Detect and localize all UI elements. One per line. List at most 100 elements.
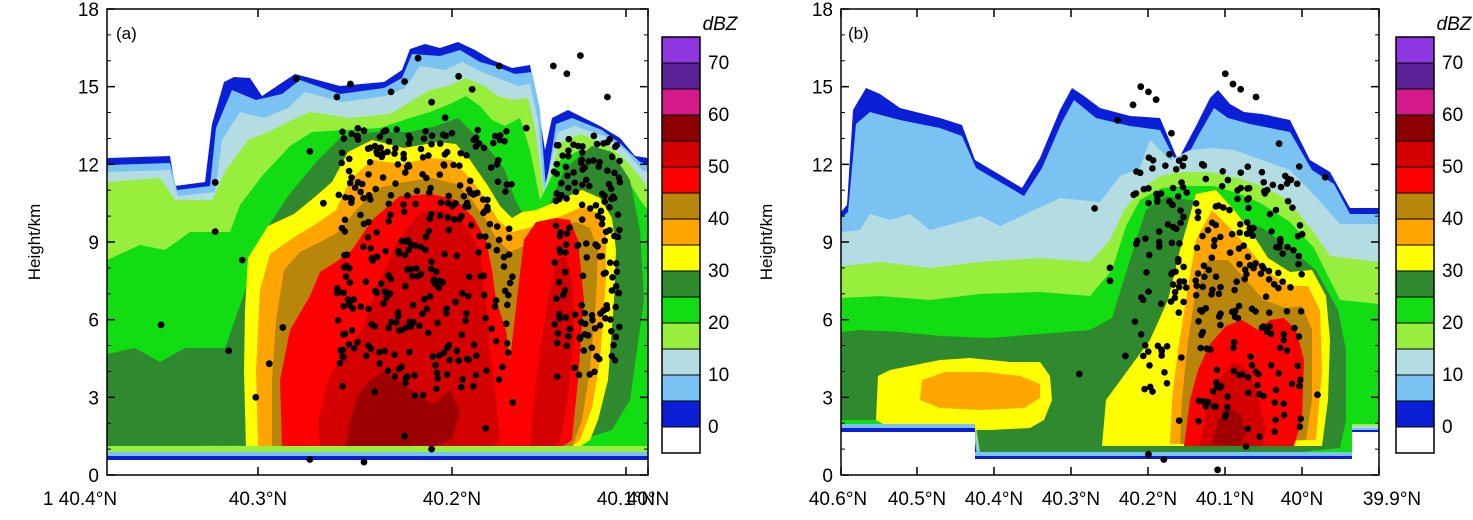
panel-b-lightning-point [1294,362,1302,370]
panel-b-lightning-point [1168,239,1176,247]
panel-b-lightning-point [1137,330,1145,338]
panel-b-ytick-label: 3 [822,388,833,409]
panel-b-lightning-point [1243,218,1251,226]
panel-a-lightning-point [590,132,598,140]
panel-a-lightning-point [387,275,395,283]
panel-a-lightning-point [379,174,387,181]
panel-a-lightning-point [499,363,506,371]
panel-a-lightning-point [412,200,419,208]
panel-b-lightning-point [1198,308,1206,315]
panel-b-lightning-point [1141,342,1149,349]
panel-a-lightning-point [460,192,468,200]
panel-a-lightning-point [373,148,380,156]
panel-a-lightning-point [552,197,560,205]
panel-b-colorbar-bin [1395,400,1435,428]
panel-a-lightning-point [360,127,368,135]
panel-a-lightning-point [558,179,565,187]
panel-a-lightning-point [440,161,448,168]
panel-a-lightning-point [436,171,444,178]
panel-a-lightning-point [400,208,408,216]
panel-b-lightning-point [1218,182,1226,190]
panel-a-lightning-point [604,167,611,174]
panel-b-lightning-point [1228,230,1236,238]
panel-b-lightning-point [1229,80,1237,88]
panel-b-lightning-point [1224,176,1232,184]
panel-b-lightning-point [1164,221,1172,228]
panel-b-lightning-point [1216,384,1224,391]
panel-b-lightning-point [1217,233,1224,241]
panel-a-lightning-point [380,300,387,307]
panel-b-colorbar-bin [1395,36,1435,64]
panel-a-lightning-point [616,323,623,331]
panel-a-lightning-point [362,352,370,360]
panel-a-lightning-point [379,150,387,157]
panel-a-colorbar-bin [661,166,701,194]
panel-b-lightning-point [1152,96,1160,104]
panel-b-lightning-point [1274,269,1282,277]
panel-b-lightning-point [1271,428,1279,435]
panel-b-lightning-point [1177,207,1184,214]
panel-a-lightning-point [350,345,358,352]
panel-a-ytick-label: 9 [88,233,99,254]
panel-b-lightning-point [1238,371,1246,378]
panel-b-lightning-point [1255,370,1262,378]
panel-a-lightning-point [578,149,586,156]
panel-a-lightning-point [306,456,314,463]
panel-a-lightning-point [413,187,421,195]
panel-b-lightning-point [1208,254,1216,261]
panel-a-lightning-point [506,279,514,287]
panel-b-lightning-point [1248,305,1256,313]
panel-b-lightning-point [1230,339,1238,346]
panel-a-lightning-point [265,360,273,368]
panel-b-ytick-label: 15 [812,78,833,99]
panel-a-lightning-point [608,153,616,161]
panel-b-lightning-point [1197,344,1205,352]
panel-a-lightning-point [553,170,561,178]
panel-a-lightning-point [577,159,585,167]
panel-b-colorbar-bin [1395,270,1435,298]
panel-a-lightning-point [348,199,355,206]
panel-b-lightning-point [1230,367,1238,375]
panel-b-lightning-point [1242,443,1250,450]
panel-a-lightning-point [441,250,448,258]
panel-b-lightning-point [1252,93,1260,101]
panel-a-lightning-point [433,385,440,393]
panel-a-lightning-point [402,379,409,387]
panel-a-lightning-point [346,179,354,187]
panel-b-lightning-point [1256,433,1263,440]
panel-b-lightning-point [1257,270,1265,278]
panel-a-lightning-point [392,180,399,187]
panel-a-lightning-point [404,192,411,199]
panel-a-lightning-point [484,203,491,211]
panel-b-lightning-point [1202,175,1210,183]
panel-a-lightning-point [586,371,594,378]
panel-a-lightning-point [571,364,578,372]
panel-a-lightning-point [580,347,588,354]
panel-a-lightning-point [578,302,586,309]
panel-a-lightning-point [562,314,570,321]
panel-b-lightning-point [1166,150,1173,158]
panel-a-lightning-point [588,344,596,352]
panel-a-lightning-point [427,265,435,273]
panel-b-lightning-point [1244,373,1252,381]
panel-a-lightning-point [402,238,410,245]
panel-b-colorbar-label: 70 [1442,53,1463,74]
panel-b-label: (b) [848,24,869,43]
panel-b-lightning-point [1145,251,1153,259]
panel-a-lightning-point [598,220,606,228]
panel-a-colorbar: 0 10 20 30 40 50 60 70 dBZ [661,14,739,454]
panel-b-lightning-point [1138,294,1145,301]
panel-b-lightning-point [1194,214,1202,222]
panel-b-lightning-point [1171,288,1179,296]
panel-b-lightning-point [1298,270,1305,278]
panel-b-lightning-point [1247,353,1254,360]
panel-a-lightning-point [554,330,562,337]
panel-a-colorbar-bin [661,296,701,324]
panel-a-lightning-point [411,372,418,379]
panel-a-colorbar-bin [661,192,701,220]
panel-b-lightning-point [1136,169,1144,177]
panel-b-lightning-point [1130,191,1137,199]
panel-a-lightning-point [457,149,464,157]
panel-b-lightning-point [1244,253,1252,261]
panel-a-lightning-point [463,152,470,159]
